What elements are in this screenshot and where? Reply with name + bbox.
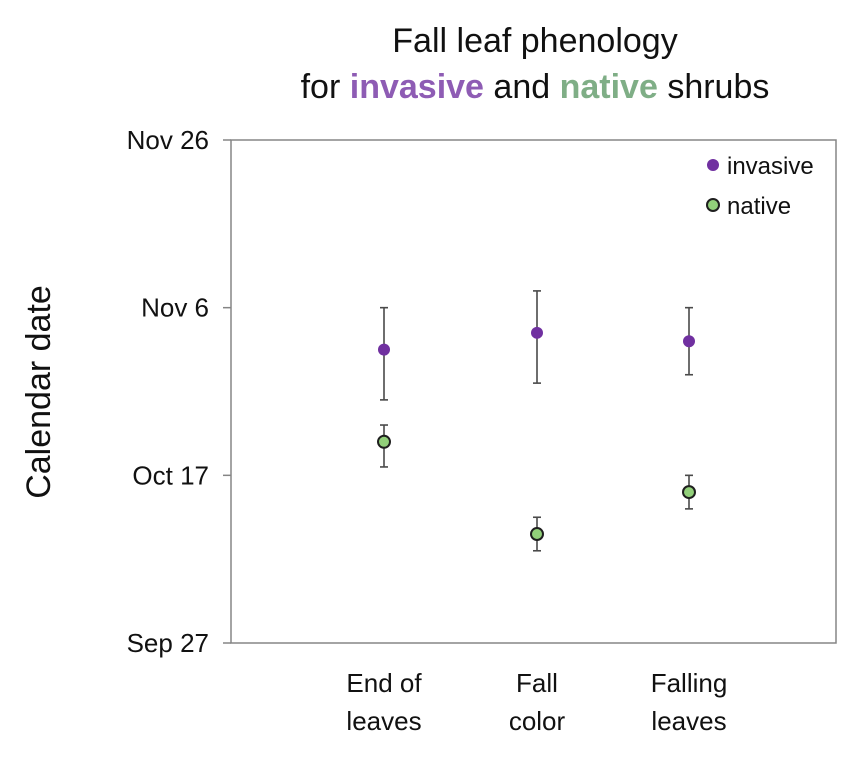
point-native — [530, 527, 544, 542]
point-invasive — [531, 326, 543, 339]
title-suffix: shrubs — [667, 68, 769, 106]
x-tick-label: leaves — [346, 706, 421, 736]
y-tick-label: Nov 26 — [127, 125, 209, 155]
y-axis-label: Calendar date — [20, 285, 58, 499]
y-axis-ticks: Nov 26 Nov 6 Oct 17 Sep 27 — [127, 125, 231, 658]
title-invasive-word: invasive — [350, 68, 484, 106]
y-tick-label: Nov 6 — [141, 293, 209, 323]
y-tick-label: Oct 17 — [132, 460, 209, 490]
legend-label-invasive: invasive — [727, 153, 814, 180]
point-native — [682, 485, 696, 500]
chart-title-line1: Fall leaf phenology — [392, 22, 677, 60]
chart-title-line2: for invasive and native shrubs — [301, 68, 770, 106]
x-tick-label: Falling — [651, 668, 728, 698]
chart-marks — [377, 290, 696, 552]
title-native-word: native — [560, 68, 658, 106]
point-native — [377, 434, 391, 449]
legend-label-native: native — [727, 193, 791, 220]
x-tick-label: Fall — [516, 668, 558, 698]
legend-marker-invasive — [707, 159, 719, 171]
x-tick-label: End of — [346, 668, 422, 698]
x-tick-label: color — [509, 706, 566, 736]
legend: invasive native — [706, 153, 814, 220]
point-invasive — [378, 343, 390, 356]
title-prefix: for — [301, 68, 341, 106]
x-tick-label: leaves — [651, 706, 726, 736]
plot-area-frame — [230, 139, 837, 644]
title-middle: and — [493, 68, 550, 106]
point-invasive — [683, 335, 695, 348]
x-axis-ticks: End of leaves Fall color Falling leaves — [346, 668, 727, 736]
y-tick-label: Sep 27 — [127, 628, 209, 658]
legend-marker-native — [706, 198, 720, 212]
